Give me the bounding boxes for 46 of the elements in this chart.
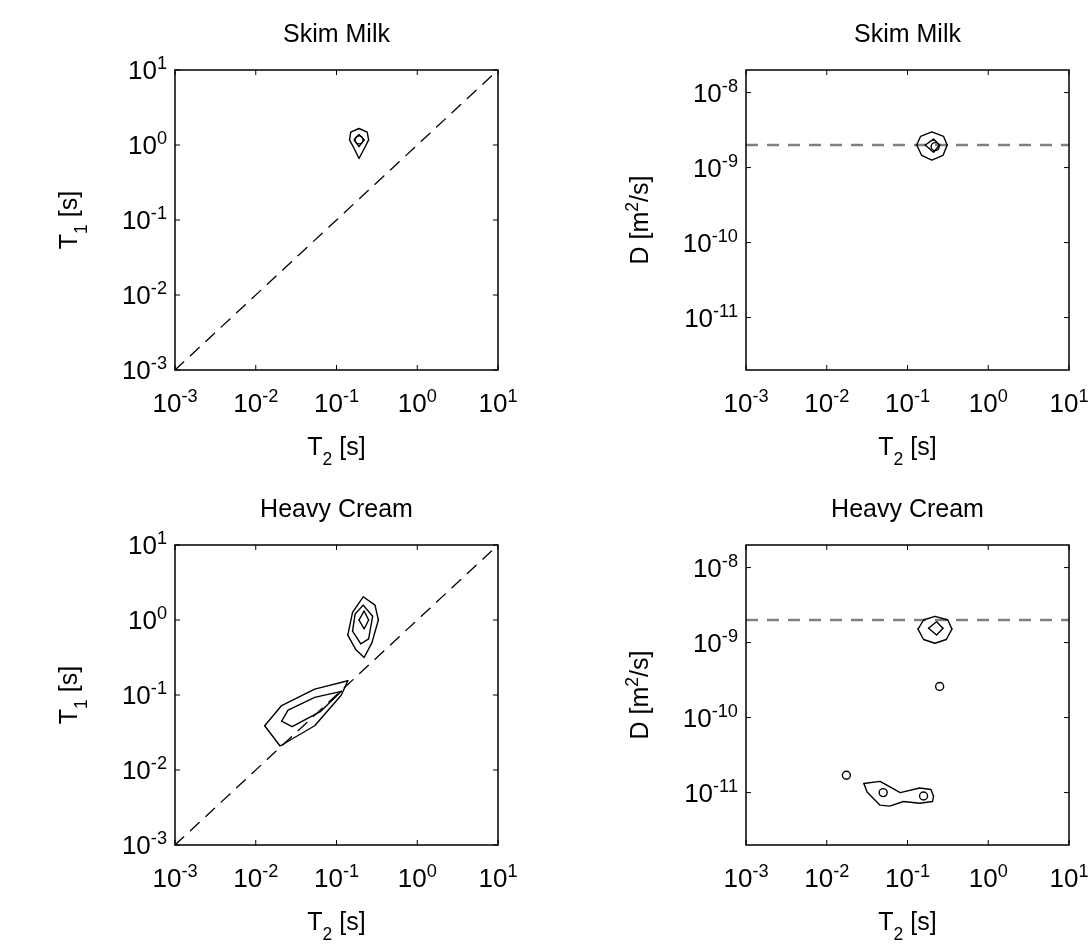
chart-title: Heavy Cream [260, 494, 413, 522]
x-axis-title: T$_{2}$ [s] [307, 432, 366, 469]
x-tick-label: 10$^{-3}$ [152, 861, 198, 893]
x-tick-label: 10$^{0}$ [397, 386, 437, 418]
y-tick-label: 10$^{-2}$ [121, 753, 167, 785]
y-tick-label: 10$^{-10}$ [682, 700, 738, 733]
x-tick-label: 10$^{-2}$ [804, 861, 850, 893]
y-tick-label: 10$^{-11}$ [684, 300, 738, 333]
x-tick-label: 10$^{-2}$ [804, 386, 850, 418]
y-tick-label: 10$^{0}$ [127, 128, 167, 160]
y-tick-label: 10$^{1}$ [127, 53, 167, 85]
y-tick-label: 10$^{-8}$ [692, 75, 738, 108]
x-tick-label: 10$^{0}$ [968, 386, 1008, 418]
y-tick-label: 10$^{-1}$ [121, 678, 167, 710]
x-tick-label: 10$^{1}$ [1049, 861, 1089, 893]
y-tick-label: 10$^{-10}$ [682, 225, 738, 258]
x-tick-label: 10$^{0}$ [397, 861, 437, 893]
y-tick-label: 10$^{0}$ [127, 603, 167, 635]
y-tick-label: 10$^{-8}$ [692, 550, 738, 583]
x-tick-label: 10$^{-2}$ [233, 861, 279, 893]
x-tick-label: 10$^{-3}$ [723, 861, 769, 893]
y-tick-label: 10$^{-3}$ [121, 828, 167, 860]
y-tick-label: 10$^{-2}$ [121, 278, 167, 310]
x-axis-title: T$_{2}$ [s] [307, 907, 366, 944]
x-tick-label: 10$^{-1}$ [884, 861, 931, 893]
chart-title: Skim Milk [854, 19, 962, 47]
x-tick-label: 10$^{0}$ [968, 861, 1008, 893]
y-tick-label: 10$^{-3}$ [121, 353, 167, 385]
x-axis-title: T$_{2}$ [s] [878, 907, 937, 944]
x-tick-label: 10$^{1}$ [478, 386, 518, 418]
x-tick-label: 10$^{-1}$ [313, 861, 360, 893]
y-tick-label: 10$^{-9}$ [692, 625, 738, 658]
x-tick-label: 10$^{-3}$ [152, 386, 198, 418]
chart-title: Heavy Cream [831, 494, 984, 522]
chart-title: Skim Milk [283, 19, 391, 47]
y-tick-label: 10$^{-11}$ [684, 775, 738, 808]
x-tick-label: 10$^{1}$ [478, 861, 518, 893]
y-tick-label: 10$^{1}$ [127, 528, 167, 560]
x-tick-label: 10$^{-1}$ [884, 386, 931, 418]
x-tick-label: 10$^{-1}$ [313, 386, 360, 418]
x-axis-title: T$_{2}$ [s] [878, 432, 937, 469]
x-tick-label: 10$^{-3}$ [723, 386, 769, 418]
y-tick-label: 10$^{-1}$ [121, 203, 167, 235]
x-tick-label: 10$^{-2}$ [233, 386, 279, 418]
y-tick-label: 10$^{-9}$ [692, 150, 738, 183]
x-tick-label: 10$^{1}$ [1049, 386, 1089, 418]
